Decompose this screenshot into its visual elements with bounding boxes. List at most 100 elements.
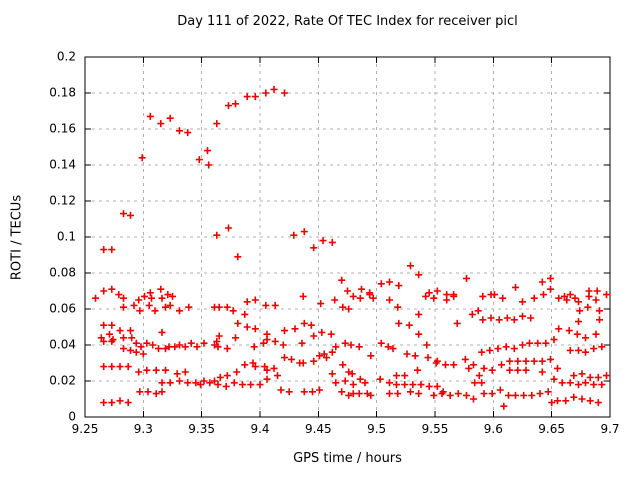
y-tick-label: 0.04: [49, 337, 76, 352]
scatter-point: [307, 321, 315, 329]
scatter-point: [403, 350, 411, 358]
y-tick-label: 0.14: [49, 157, 76, 172]
scatter-point: [216, 373, 224, 381]
scatter-point: [430, 391, 438, 399]
x-tick-label: 9.3: [133, 422, 153, 436]
scatter-point: [538, 278, 546, 286]
scatter-point: [108, 337, 116, 345]
scatter-point: [433, 287, 441, 295]
scatter-point: [538, 368, 546, 376]
scatter-point: [316, 386, 323, 394]
scatter-point: [157, 285, 165, 293]
scatter-point: [116, 363, 124, 371]
scatter-point: [480, 390, 488, 398]
scatter-point: [298, 339, 306, 347]
scatter-point: [166, 114, 174, 122]
scatter-point: [249, 359, 257, 367]
scatter-point: [401, 381, 409, 389]
scatter-point: [512, 283, 519, 291]
scatter-point: [430, 294, 438, 302]
scatter-point: [555, 325, 563, 333]
scatter-point: [584, 303, 592, 311]
scatter-point: [200, 377, 208, 385]
scatter-point: [124, 363, 132, 371]
scatter-point: [158, 294, 166, 302]
scatter-point: [127, 327, 134, 335]
scatter-point: [144, 388, 152, 396]
scatter-point: [299, 292, 307, 300]
x-tick-label: 9.35: [188, 422, 216, 436]
scatter-point: [162, 303, 169, 311]
scatter-point: [405, 321, 413, 329]
scatter-point: [527, 314, 535, 322]
scatter-point: [596, 316, 603, 324]
x-axis-label: GPS time / hours: [293, 451, 402, 466]
scatter-point: [130, 301, 138, 309]
scatter-point: [393, 372, 400, 380]
scatter-point: [243, 298, 251, 306]
scatter-point: [223, 345, 231, 353]
scatter-point: [565, 327, 573, 335]
scatter-point: [422, 292, 430, 300]
scatter-point: [542, 339, 550, 347]
scatter-point: [138, 154, 146, 162]
scatter-point: [223, 372, 231, 380]
scatter-point: [143, 366, 151, 374]
scatter-point: [100, 321, 108, 329]
scatter-point: [411, 352, 419, 360]
scatter-point: [367, 391, 375, 399]
scatter-point: [176, 377, 183, 385]
scatter-point: [328, 238, 336, 246]
scatter-point: [498, 361, 505, 369]
scatter-point: [230, 379, 238, 387]
scatter-point: [479, 316, 487, 324]
scatter-point: [310, 357, 318, 365]
scatter-point: [338, 388, 346, 396]
scatter-point: [570, 372, 578, 380]
scatter-point: [100, 337, 108, 345]
scatter-point: [496, 386, 504, 394]
scatter-point: [151, 307, 159, 315]
scatter-point: [550, 336, 558, 344]
scatter-point: [598, 343, 606, 351]
scatter-point: [108, 363, 116, 371]
scatter-point: [366, 291, 374, 299]
scatter-point: [136, 307, 144, 315]
scatter-point: [558, 379, 566, 387]
scatter-point: [494, 345, 502, 353]
scatter-point: [585, 292, 593, 300]
scatter-point: [594, 399, 602, 407]
scatter-point: [139, 350, 147, 358]
y-tick-label: 0.16: [49, 121, 76, 136]
scatter-point: [592, 330, 600, 338]
chart-title: Day 111 of 2022, Rate Of TEC Index for r…: [177, 14, 518, 29]
scatter-point: [316, 352, 323, 360]
scatter-point: [570, 393, 578, 401]
scatter-point: [137, 343, 145, 351]
scatter-point: [487, 314, 495, 322]
scatter-point: [309, 388, 316, 396]
scatter-point: [127, 346, 134, 354]
scatter-point: [185, 303, 193, 311]
x-tick-label: 9.6: [483, 422, 503, 436]
x-tick-label: 9.25: [71, 422, 99, 436]
scatter-point: [544, 388, 552, 396]
scatter-point: [563, 296, 571, 304]
scatter-point: [376, 375, 384, 383]
scatter-point: [215, 303, 223, 311]
scatter-point: [425, 289, 433, 297]
scatter-point: [232, 334, 239, 342]
scatter-point: [328, 348, 336, 356]
scatter-point: [225, 102, 232, 110]
scatter-point: [575, 381, 582, 389]
scatter-point: [128, 334, 136, 342]
scatter-point: [261, 363, 269, 371]
scatter-point: [262, 89, 270, 97]
scatter-point: [576, 307, 584, 315]
scatter-point: [345, 305, 353, 313]
scatter-point: [478, 379, 486, 387]
scatter-point: [127, 211, 134, 219]
scatter-point: [442, 361, 449, 369]
scatter-point: [288, 355, 295, 363]
scatter-point: [520, 391, 528, 399]
